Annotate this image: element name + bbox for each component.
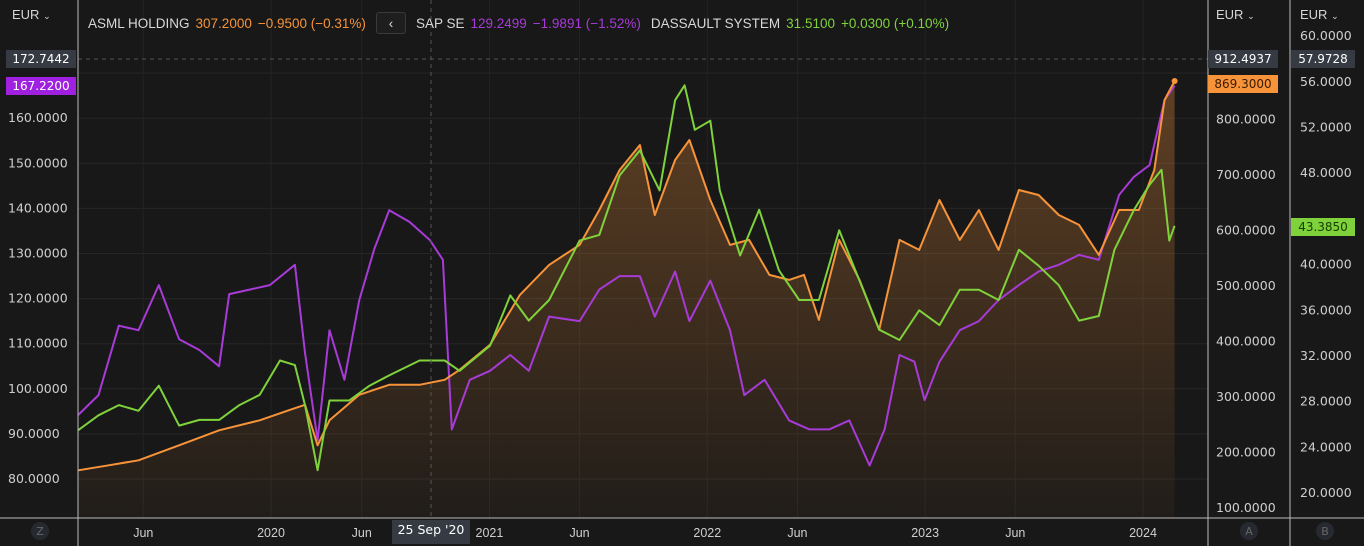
- legend-asml-name[interactable]: ASML HOLDING: [88, 15, 190, 31]
- axis-a-tick-label: 500.0000: [1216, 278, 1276, 293]
- series-last-point: [1171, 78, 1178, 85]
- axis-b-tick-label: 40.0000: [1300, 257, 1352, 272]
- axis-a-tick-label: 100.0000: [1216, 500, 1276, 515]
- left-axis-tick-label: 150.0000: [8, 155, 68, 170]
- series-area-asml-holding: [78, 81, 1175, 518]
- chevron-down-icon: ⌄: [43, 11, 51, 21]
- crosshair-a-value: 912.4937: [1208, 50, 1278, 68]
- legend-asml-change: −0.9500 (−0.31%): [257, 15, 366, 31]
- time-axis-tick-label: 2024: [1129, 526, 1157, 540]
- collapse-legend-button[interactable]: ‹: [375, 12, 406, 34]
- legend-sap-value: 129.2499: [470, 15, 527, 31]
- axis-b-tick-label: 20.0000: [1300, 485, 1352, 500]
- left-axis-tick-label: 90.0000: [8, 426, 60, 441]
- chevron-down-icon: ⌄: [1247, 11, 1255, 21]
- axis-b-currency-select[interactable]: EUR ⌄: [1300, 7, 1339, 22]
- legend: ASML HOLDING 307.2000 −0.9500 (−0.31%) ‹…: [88, 12, 949, 34]
- axis-b-tick-label: 60.0000: [1300, 28, 1352, 43]
- time-axis-tick-label: 2020: [257, 526, 285, 540]
- axis-a-button[interactable]: A: [1240, 522, 1258, 540]
- left-axis-tick-label: 80.0000: [8, 471, 60, 486]
- legend-dassault-name[interactable]: DASSAULT SYSTEM: [650, 15, 781, 31]
- axis-a-tick-label: 700.0000: [1216, 167, 1276, 182]
- axis-b-tick-label: 24.0000: [1300, 439, 1352, 454]
- axis-a-tick-label: 600.0000: [1216, 223, 1276, 238]
- chevron-left-icon: ‹: [388, 15, 394, 31]
- time-axis-tick-label: Jun: [1005, 526, 1025, 540]
- series-line-sap-se: [77, 85, 1176, 467]
- series-line-asml-holding: [78, 80, 1176, 472]
- axis-b-tick-label: 36.0000: [1300, 302, 1352, 317]
- sap-last-price-tag: 167.2200: [6, 77, 76, 95]
- axis-z-button[interactable]: Z: [31, 522, 49, 540]
- axis-a-tick-label: 300.0000: [1216, 389, 1276, 404]
- crosshair-b-value: 57.9728: [1291, 50, 1355, 68]
- left-axis-tick-label: 110.0000: [8, 336, 68, 351]
- dassault-last-price-tag: 43.3850: [1291, 218, 1355, 236]
- time-axis-tick-label: 2023: [911, 526, 939, 540]
- currency-label: EUR: [1300, 7, 1328, 22]
- legend-sap-name[interactable]: SAP SE: [415, 15, 465, 31]
- legend-dassault-change: +0.0300 (+0.10%): [840, 15, 950, 31]
- left-axis-tick-label: 120.0000: [8, 291, 68, 306]
- chevron-down-icon: ⌄: [1331, 11, 1339, 21]
- asml-last-price-tag: 869.3000: [1208, 75, 1278, 93]
- axis-a-tick-label: 800.0000: [1216, 112, 1276, 127]
- series-line-dassault-system: [77, 84, 1176, 472]
- time-axis-tick-label: Jun: [352, 526, 372, 540]
- axis-b-tick-label: 28.0000: [1300, 394, 1352, 409]
- left-axis-tick-label: 160.0000: [8, 110, 68, 125]
- axis-b-tick-label: 48.0000: [1300, 165, 1352, 180]
- series-layer: [77, 78, 1178, 518]
- legend-asml-value: 307.2000: [195, 15, 252, 31]
- legend-sap-change: −1.9891 (−1.52%): [532, 15, 641, 31]
- time-axis-tick-label: Jun: [787, 526, 807, 540]
- time-axis-tick-label: Jun: [133, 526, 153, 540]
- currency-label: EUR: [1216, 7, 1244, 22]
- left-axis-tick-label: 100.0000: [8, 381, 68, 396]
- crosshair-left-value: 172.7442: [6, 50, 76, 68]
- left-axis-tick-label: 140.0000: [8, 200, 68, 215]
- crosshair-date-label: 25 Sep '20: [392, 520, 470, 544]
- axis-a-tick-label: 400.0000: [1216, 334, 1276, 349]
- axis-b-button[interactable]: B: [1316, 522, 1334, 540]
- axis-b-tick-label: 56.0000: [1300, 74, 1352, 89]
- currency-label: EUR: [12, 7, 40, 22]
- axis-a-tick-label: 200.0000: [1216, 445, 1276, 460]
- time-axis-tick-label: 2021: [476, 526, 504, 540]
- axis-b-tick-label: 52.0000: [1300, 120, 1352, 135]
- left-currency-select[interactable]: EUR ⌄: [12, 7, 51, 22]
- left-axis-tick-label: 130.0000: [8, 246, 68, 261]
- axis-ticks: 80.0000 90.0000 100.0000 110.0000 120.0000 13…: [8, 28, 1352, 540]
- axis-b-tick-label: 32.0000: [1300, 348, 1352, 363]
- axis-a-currency-select[interactable]: EUR ⌄: [1216, 7, 1255, 22]
- time-axis-tick-label: Jun: [569, 526, 589, 540]
- legend-dassault-value: 31.5100: [786, 15, 835, 31]
- time-axis-tick-label: 2022: [693, 526, 721, 540]
